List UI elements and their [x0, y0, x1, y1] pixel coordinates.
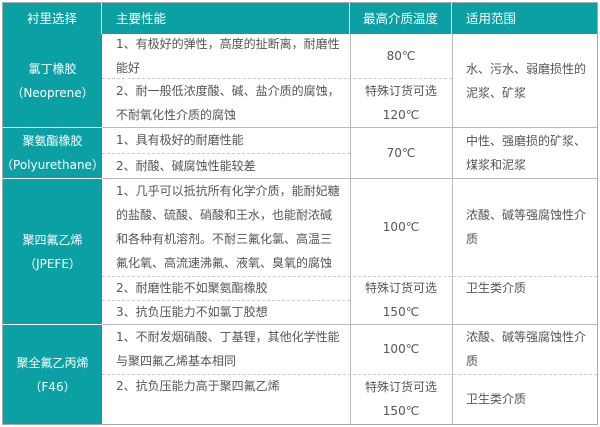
header-text: 衬里选择	[26, 10, 77, 26]
scope-text: 煤浆和泥浆	[466, 157, 527, 172]
property-text: 氟化氧、高流速沸氟、液氧、臭氧的腐蚀	[116, 256, 333, 270]
scope-cell: 中性、强磨损的矿浆、 煤浆和泥浆	[452, 127, 597, 178]
scope-text: 质	[466, 232, 479, 246]
material-name: 聚四氟乙烯	[22, 232, 83, 247]
material-name: 聚氨酯橡胶	[22, 134, 83, 148]
property-cell: 2、抗负压能力高于聚四氟乙烯	[102, 374, 350, 424]
dashed-divider	[102, 276, 597, 277]
header-text: 最高介质温度	[362, 10, 438, 26]
property-text: 1、具有极好的耐磨性能	[116, 133, 244, 147]
property-cell: 3、抗负压能力不如氯丁胶想	[102, 300, 350, 324]
property-text: 的盐酸、硫酸、硝酸和王水，也能耐浓碱	[116, 208, 333, 222]
property-text: 能好	[116, 61, 141, 75]
property-text: 2、耐磨性能不如聚氨酯橡胶	[116, 281, 268, 295]
header-properties: 主要性能	[102, 3, 350, 34]
property-text: 2、耐酸、碱腐蚀性能较差	[116, 158, 256, 173]
material-code: （Neoprene）	[11, 85, 94, 100]
material-ptfe: 聚四氟乙烯 （JPEFE）	[3, 178, 102, 324]
divider	[102, 127, 597, 128]
scope-text: 水、污水、弱磨损性的	[466, 61, 587, 76]
scope-text: 浓酸、碱等强腐蚀性介	[466, 208, 587, 222]
property-text: 1、几乎可以抵抗所有化学介质，能耐妃糖	[116, 184, 340, 198]
header-lining: 衬里选择	[3, 3, 102, 34]
material-code: （F46）	[29, 379, 76, 394]
temperature-text: 特殊订货可选	[364, 83, 437, 98]
scope-cell: 卫生类介质	[452, 276, 597, 324]
temperature-cell: 100℃	[350, 178, 452, 276]
scope-text: 卫生类介质	[466, 281, 527, 295]
temperature-text: 特殊订货可选	[364, 281, 437, 295]
material-name: 氯丁橡胶	[28, 61, 77, 76]
temperature-cell: 特殊订货可选 150℃	[350, 374, 452, 424]
divider	[452, 34, 453, 424]
material-code: （JPEFE）	[24, 256, 81, 271]
divider	[102, 178, 597, 179]
temperature-text: 特殊订货可选	[364, 380, 437, 394]
temperature-text: 70℃	[386, 145, 416, 160]
temperature-cell: 80℃	[350, 34, 452, 78]
temperature-text: 150℃	[382, 305, 420, 319]
scope-cell: 卫生类介质	[452, 374, 597, 424]
property-text: 1、不耐发烟硝酸、丁基锂，其他化学性能	[116, 330, 340, 344]
property-text: 2、抗负压能力高于聚四氟乙烯	[116, 379, 280, 393]
header-text: 主要性能	[116, 10, 167, 26]
material-name: 聚全氟乙丙烯	[16, 355, 89, 370]
temperature-text: 100℃	[382, 220, 420, 234]
header-scope: 适用范围	[452, 3, 597, 34]
temperature-text: 150℃	[382, 404, 420, 418]
property-text: 1、有极好的弹性，高度的扯断离，耐磨性	[116, 37, 340, 51]
header-text: 适用范围	[466, 10, 517, 26]
property-cell: 1、不耐发烟硝酸、丁基锂，其他化学性能 与聚四氟乙烯基本相同	[102, 324, 350, 374]
dashed-divider	[102, 300, 350, 301]
scope-text: 浓酸、碱等强腐蚀性介	[466, 330, 587, 344]
dashed-divider	[102, 153, 350, 154]
temperature-cell: 100℃	[350, 324, 452, 374]
scope-text: 泥浆、矿浆	[466, 85, 527, 100]
property-text: 和各种有机溶剂。不耐三氟化氯、高温三	[116, 232, 333, 246]
temperature-text: 80℃	[386, 49, 416, 63]
scope-text: 卫生类介质	[466, 392, 527, 406]
material-polyurethane: 聚氨酯橡胶 （Polyurethane）	[1, 127, 104, 178]
property-cell: 1、有极好的弹性，高度的扯断离，耐磨性 能好	[102, 34, 350, 78]
material-neoprene: 氯丁橡胶 （Neoprene）	[3, 34, 102, 127]
property-text: 2、耐一般低浓度酸、碱、盐介质的腐蚀，	[116, 83, 340, 98]
property-text: 与聚四氟乙烯基本相同	[116, 354, 237, 368]
property-cell: 1、具有极好的耐磨性能	[102, 127, 350, 153]
dashed-divider	[102, 78, 452, 79]
property-text: 不耐氧化性介质的腐蚀	[116, 107, 237, 122]
divider	[350, 34, 351, 424]
temperature-cell: 特殊订货可选 150℃	[350, 276, 452, 324]
divider	[102, 324, 597, 325]
property-cell: 2、耐酸、碱腐蚀性能较差	[102, 153, 350, 178]
material-f46: 聚全氟乙丙烯 （F46）	[3, 324, 102, 424]
header-temperature: 最高介质温度	[350, 3, 452, 34]
property-cell: 2、耐一般低浓度酸、碱、盐介质的腐蚀， 不耐氧化性介质的腐蚀	[102, 78, 350, 127]
scope-cell: 浓酸、碱等强腐蚀性介质	[452, 178, 597, 276]
property-text: 3、抗负压能力不如氯丁胶想	[116, 305, 268, 319]
scope-cell: 水、污水、弱磨损性的 泥浆、矿浆	[452, 34, 597, 127]
temperature-cell: 特殊订货可选 120℃	[350, 78, 452, 127]
property-cell: 2、耐磨性能不如聚氨酯橡胶	[102, 276, 350, 300]
material-code: （Polyurethane）	[1, 158, 104, 172]
temperature-text: 120℃	[382, 107, 420, 122]
scope-text: 中性、强磨损的矿浆、	[466, 133, 587, 148]
property-cell: 1、几乎可以抵抗所有化学介质，能耐妃糖 的盐酸、硫酸、硝酸和王水，也能耐浓碱 和各种…	[102, 178, 350, 276]
temperature-cell: 70℃	[350, 127, 452, 178]
dashed-divider	[102, 374, 597, 375]
temperature-text: 100℃	[382, 342, 420, 356]
scope-cell: 浓酸、碱等强腐蚀性介质	[452, 324, 597, 374]
scope-text: 质	[466, 354, 479, 368]
